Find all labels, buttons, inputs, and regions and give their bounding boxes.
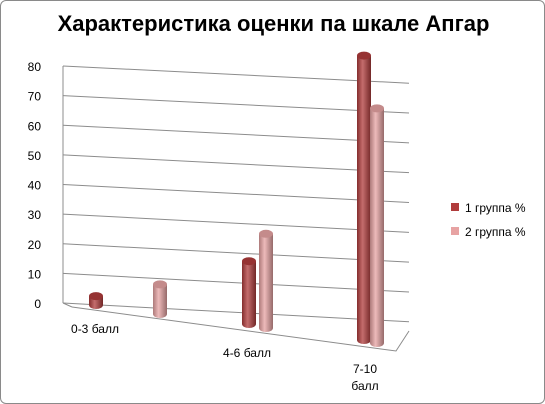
floor-front-edge (71, 306, 410, 352)
y-tick-label: 20 (28, 238, 42, 252)
bar-top-2-0 (357, 51, 371, 60)
floor-side-edge (62, 302, 73, 308)
legend-label-0: 1 группа % (465, 201, 526, 215)
gridline (62, 302, 410, 323)
y-tick-label: 40 (28, 179, 42, 193)
x-tick-label: 7-10 (353, 362, 377, 376)
bar-2-1 (370, 108, 384, 348)
y-tick-label: 80 (28, 60, 42, 74)
bar-0-1 (153, 284, 167, 318)
x-tick-label: балл (351, 379, 378, 393)
bar-top-1-0 (242, 257, 256, 266)
bar-top-0-0 (89, 292, 103, 301)
bar-top-1-1 (259, 229, 273, 238)
gridline (62, 213, 410, 233)
y-tick-label: 10 (28, 267, 42, 281)
gridline (62, 65, 410, 84)
bar-top-2-1 (370, 104, 384, 113)
chart-title: Характеристика оценки па шкале Апгар (57, 11, 490, 36)
legend-label-1: 2 группа % (465, 225, 526, 239)
bar-2-0 (357, 55, 371, 344)
y-tick-label: 50 (28, 149, 42, 163)
gridline (62, 95, 410, 114)
bar-top-0-1 (153, 280, 167, 289)
gridline (62, 124, 410, 144)
y-tick-label: 0 (34, 297, 41, 311)
y-tick-label: 60 (28, 119, 42, 133)
gridline (62, 243, 410, 263)
bar-1-1 (259, 233, 273, 332)
gridline (62, 184, 410, 203)
bar-1-0 (242, 261, 256, 328)
legend-swatch-1 (451, 227, 459, 235)
x-tick-label: 4-6 балл (223, 346, 271, 360)
y-tick-label: 30 (28, 208, 42, 222)
x-tick-label: 0-3 балл (71, 322, 119, 336)
gridline (62, 272, 410, 293)
legend-swatch-0 (451, 203, 459, 211)
y-tick-label: 70 (28, 90, 42, 104)
gridline (62, 154, 410, 174)
